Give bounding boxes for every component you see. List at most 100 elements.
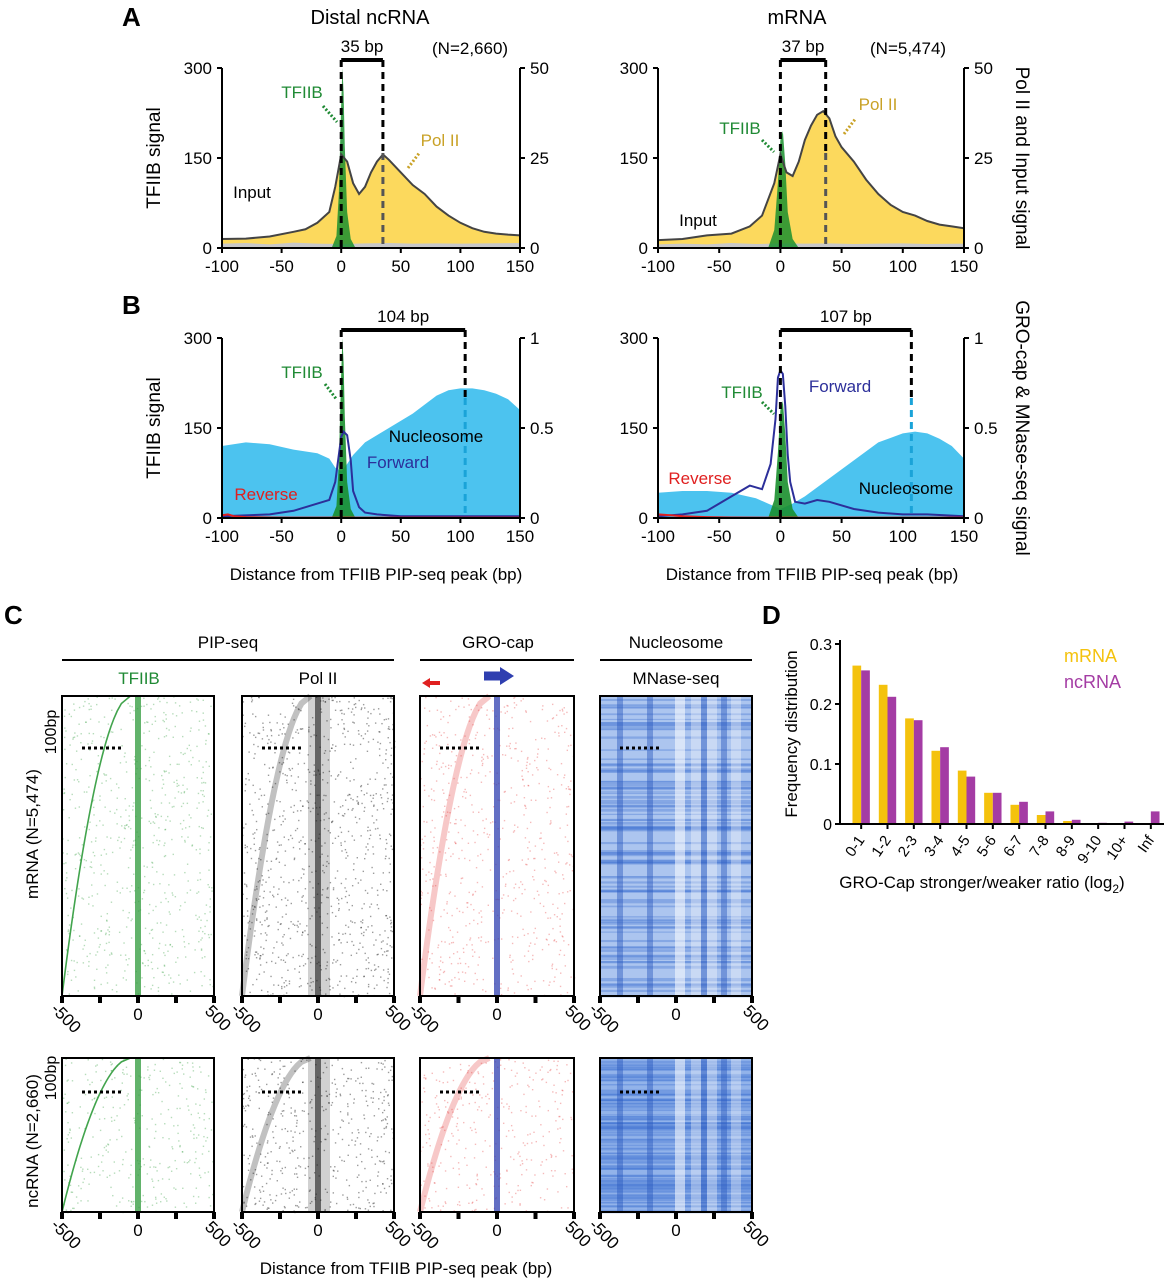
- heatmap-speckle: [178, 1140, 180, 1142]
- heatmap-speckle: [487, 836, 490, 838]
- heatmap-speckle: [359, 1207, 361, 1210]
- heatmap-speckle: [327, 830, 330, 832]
- heatmap-speckle: [555, 1092, 557, 1094]
- panel-a-ylabel-right: Pol II and Input signal: [1011, 67, 1032, 250]
- heatmap-speckle: [332, 987, 334, 989]
- pol2-area: [658, 111, 964, 248]
- heatmap-speckle: [441, 1126, 443, 1129]
- heatmap-speckle: [155, 816, 157, 818]
- heatmap-speckle: [88, 903, 90, 905]
- heatmap-speckle: [546, 759, 548, 762]
- heatmap-speckle: [309, 961, 312, 964]
- heatmap-speckle: [103, 1146, 106, 1149]
- heatmap-speckle: [391, 1182, 393, 1185]
- heatmap-speckle: [247, 1104, 249, 1106]
- heatmap-speckle: [282, 1187, 284, 1189]
- heatmap-speckle: [68, 924, 71, 926]
- heatmap-speckle: [460, 739, 462, 741]
- heatmap-speckle: [85, 859, 87, 862]
- heatmap-speckle: [114, 1077, 116, 1079]
- heatmap-speckle: [299, 1201, 301, 1203]
- heatmap-speckle: [349, 1204, 352, 1206]
- heatmap-speckle: [309, 1189, 311, 1191]
- heatmap-speckle: [266, 1083, 268, 1086]
- heatmap-speckle: [347, 794, 349, 797]
- heatmap-speckle: [178, 705, 181, 707]
- heatmap-speckle: [501, 1102, 503, 1104]
- heatmap-speckle: [190, 1173, 192, 1175]
- mnase-depletion-band: [691, 1058, 701, 1212]
- heatmap-speckle: [506, 704, 508, 707]
- heatmap-speckle: [428, 1200, 431, 1202]
- heatmap-speckle: [90, 866, 93, 869]
- heatmap-speckle: [545, 880, 547, 883]
- heatmap-speckle: [468, 739, 471, 741]
- heatmap-speckle: [352, 799, 354, 801]
- heatmap-speckle: [252, 908, 255, 911]
- heatmap-speckle: [564, 1173, 566, 1175]
- heatmap-speckle: [101, 1058, 104, 1061]
- heatmap-speckle: [391, 697, 394, 700]
- heatmap-speckle: [259, 847, 261, 849]
- heatmap-speckle: [273, 984, 275, 986]
- heatmap-speckle: [257, 1067, 259, 1070]
- heatmap-speckle: [510, 1111, 513, 1114]
- heatmap-speckle: [341, 1119, 343, 1121]
- heatmap-x-tick-label: 0: [313, 1005, 322, 1024]
- heatmap-speckle: [424, 1195, 426, 1197]
- heatmap-speckle: [284, 818, 286, 820]
- heatmap-speckle: [129, 890, 131, 893]
- heatmap-speckle: [173, 781, 175, 783]
- heatmap-speckle: [311, 945, 313, 947]
- heatmap-speckle: [122, 977, 125, 979]
- heatmap-speckle: [266, 917, 268, 919]
- heatmap-speckle: [268, 738, 270, 741]
- scale-label-ncrna: 100bp: [43, 1056, 60, 1101]
- heatmap-speckle: [266, 1208, 268, 1210]
- heatmap-speckle: [428, 929, 430, 931]
- heatmap-speckle: [130, 937, 133, 939]
- heatmap-speckle: [255, 957, 258, 959]
- heatmap-speckle: [77, 1185, 80, 1187]
- heatmap-speckle: [569, 889, 571, 892]
- heatmap-speckle: [281, 976, 283, 979]
- heatmap-speckle: [325, 1138, 327, 1141]
- heatmap-speckle: [311, 717, 314, 719]
- heatmap-speckle: [424, 1124, 426, 1127]
- heatmap-speckle: [388, 1079, 390, 1082]
- heatmap-speckle: [108, 697, 111, 700]
- heatmap-speckle: [131, 885, 133, 887]
- heatmap-speckle: [382, 1183, 384, 1185]
- heatmap-speckle: [391, 784, 393, 786]
- nucleosome-label: Nucleosome: [389, 427, 484, 446]
- label-leader: [760, 400, 776, 416]
- heatmap-speckle: [545, 1081, 548, 1084]
- heatmap-speckle: [73, 703, 75, 705]
- heatmap-speckle: [304, 930, 306, 932]
- heatmap-speckle: [64, 1093, 66, 1096]
- heatmap-speckle: [126, 824, 128, 826]
- heatmap-speckle: [481, 1097, 483, 1099]
- heatmap-speckle: [333, 959, 335, 961]
- heatmap-speckle: [540, 1164, 542, 1166]
- heatmap-speckle: [169, 913, 171, 915]
- heatmap-speckle: [358, 948, 360, 951]
- heatmap-speckle: [534, 943, 536, 945]
- heatmap-speckle: [320, 711, 323, 713]
- heatmap-speckle: [290, 1061, 292, 1063]
- heatmap-speckle: [524, 837, 527, 839]
- heatmap-speckle: [125, 771, 128, 773]
- heatmap-speckle: [250, 847, 252, 850]
- heatmap-speckle: [321, 764, 324, 766]
- heatmap-speckle: [341, 712, 343, 715]
- x-tick-label: -50: [707, 257, 732, 276]
- heatmap-speckle: [456, 1122, 458, 1125]
- heatmap-speckle: [520, 975, 522, 977]
- heatmap-speckle: [369, 829, 371, 832]
- heatmap-speckle: [125, 979, 127, 981]
- reverse-label: Reverse: [668, 469, 731, 488]
- heatmap-speckle: [81, 897, 83, 899]
- heatmap-speckle: [544, 911, 547, 914]
- heatmap-speckle: [67, 973, 69, 976]
- heatmap-speckle: [202, 1145, 205, 1148]
